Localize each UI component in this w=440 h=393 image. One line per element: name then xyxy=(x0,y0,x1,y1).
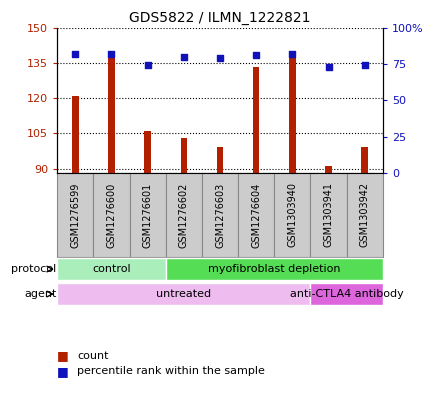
Text: GSM1276603: GSM1276603 xyxy=(215,182,225,248)
Bar xyxy=(253,68,260,173)
Bar xyxy=(289,56,296,173)
Bar xyxy=(57,258,166,280)
Text: GSM1276599: GSM1276599 xyxy=(70,182,80,248)
Bar xyxy=(57,173,93,257)
Bar xyxy=(180,138,187,173)
Bar xyxy=(108,58,115,173)
Text: myofibroblast depletion: myofibroblast depletion xyxy=(208,264,341,274)
Bar xyxy=(361,147,368,173)
Point xyxy=(325,64,332,70)
Text: GSM1276604: GSM1276604 xyxy=(251,182,261,248)
Title: GDS5822 / ILMN_1222821: GDS5822 / ILMN_1222821 xyxy=(129,11,311,25)
Bar xyxy=(238,173,274,257)
Bar xyxy=(274,173,311,257)
Text: GSM1303941: GSM1303941 xyxy=(323,182,334,248)
Text: percentile rank within the sample: percentile rank within the sample xyxy=(77,366,265,376)
Text: GSM1276600: GSM1276600 xyxy=(106,182,117,248)
Bar xyxy=(166,258,383,280)
Bar xyxy=(217,147,223,173)
Bar xyxy=(347,173,383,257)
Point xyxy=(289,51,296,57)
Bar xyxy=(129,173,166,257)
Text: ■: ■ xyxy=(57,349,69,362)
Point xyxy=(253,52,260,58)
Bar xyxy=(325,166,332,173)
Bar xyxy=(72,95,79,173)
Point xyxy=(216,55,224,61)
Point xyxy=(144,62,151,68)
Text: untreated: untreated xyxy=(156,289,211,299)
Bar xyxy=(166,173,202,257)
Text: control: control xyxy=(92,264,131,274)
Point xyxy=(72,51,79,57)
Text: GSM1303940: GSM1303940 xyxy=(287,182,297,248)
Point xyxy=(361,62,368,68)
Point xyxy=(108,51,115,57)
Point xyxy=(180,53,187,60)
Bar xyxy=(57,283,311,305)
Bar xyxy=(144,131,151,173)
Text: GSM1303942: GSM1303942 xyxy=(360,182,370,248)
Text: ■: ■ xyxy=(57,365,69,378)
Text: anti-CTLA4 antibody: anti-CTLA4 antibody xyxy=(290,289,403,299)
Bar xyxy=(93,173,129,257)
Bar xyxy=(311,173,347,257)
Text: count: count xyxy=(77,351,109,361)
Text: GSM1276601: GSM1276601 xyxy=(143,182,153,248)
Bar xyxy=(311,283,383,305)
Text: protocol: protocol xyxy=(11,264,56,274)
Text: GSM1276602: GSM1276602 xyxy=(179,182,189,248)
Bar xyxy=(202,173,238,257)
Text: agent: agent xyxy=(24,289,56,299)
